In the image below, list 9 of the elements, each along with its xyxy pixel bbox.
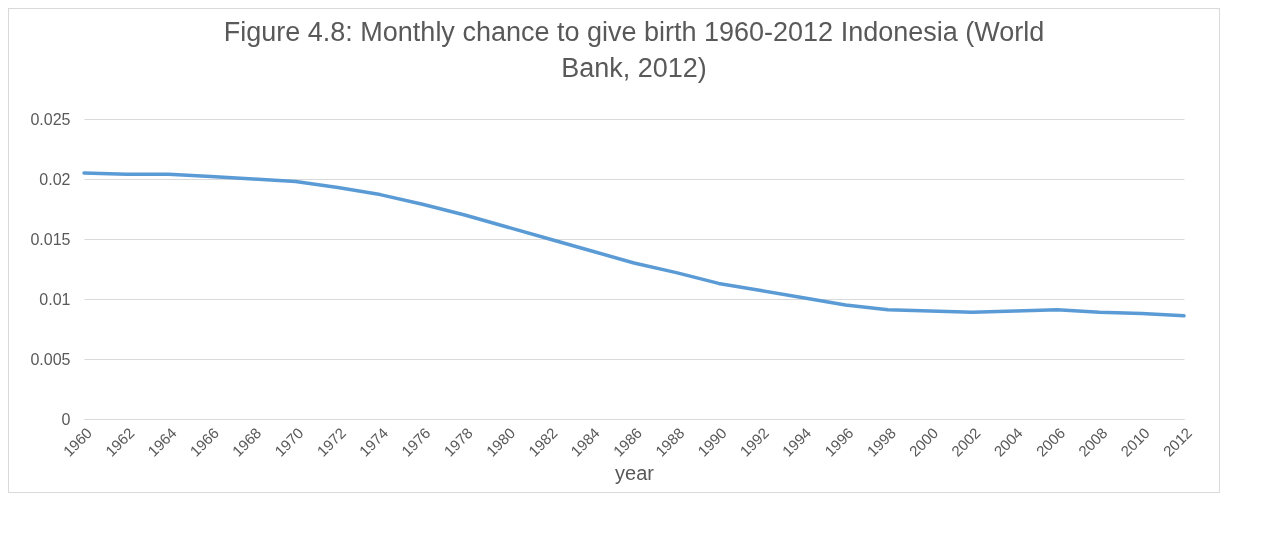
y-tick-label: 0 (61, 410, 71, 428)
y-tick-label: 0.005 (30, 350, 71, 368)
y-tick-label: 0.015 (30, 230, 71, 248)
line-series (82, 171, 1186, 318)
y-tick-label: 0.025 (30, 110, 71, 128)
chart-title: Figure 4.8: Monthly chance to give birth 1960-2012 Indonesia (World Bank, 2012) (223, 17, 1045, 83)
y-tick-label: 0.01 (39, 290, 71, 308)
x-axis-title: year (615, 461, 655, 484)
y-tick-label: 0.02 (39, 170, 71, 188)
